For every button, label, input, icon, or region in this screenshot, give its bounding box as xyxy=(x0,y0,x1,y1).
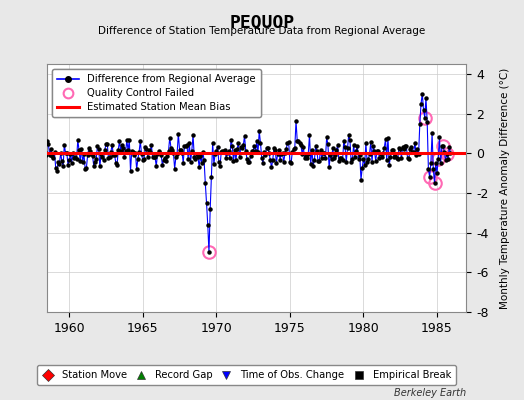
Legend: Station Move, Record Gap, Time of Obs. Change, Empirical Break: Station Move, Record Gap, Time of Obs. C… xyxy=(37,365,456,385)
Legend: Difference from Regional Average, Quality Control Failed, Estimated Station Mean: Difference from Regional Average, Qualit… xyxy=(52,69,261,117)
Y-axis label: Monthly Temperature Anomaly Difference (°C): Monthly Temperature Anomaly Difference (… xyxy=(500,67,510,309)
Text: PEQUOP: PEQUOP xyxy=(230,14,294,32)
Text: Berkeley Earth: Berkeley Earth xyxy=(394,388,466,398)
Text: Difference of Station Temperature Data from Regional Average: Difference of Station Temperature Data f… xyxy=(99,26,425,36)
